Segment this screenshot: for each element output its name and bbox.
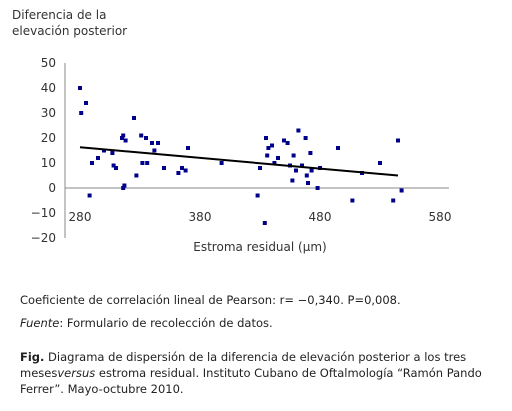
data-point — [264, 136, 268, 140]
data-point — [87, 193, 92, 198]
data-point — [150, 141, 154, 145]
data-point — [350, 198, 355, 203]
data-point — [304, 173, 309, 178]
data-point — [219, 161, 224, 165]
x-tick-label: 380 — [189, 210, 212, 224]
data-point — [291, 153, 296, 158]
y-tick-label: 40 — [41, 81, 56, 95]
data-point — [186, 146, 190, 150]
data-point — [114, 166, 118, 170]
scatter-chart: Diferencia de la elevación posterior 50 4… — [12, 8, 452, 254]
x-tick-label: 280 — [69, 210, 92, 224]
data-point — [391, 198, 396, 203]
data-point — [183, 168, 188, 173]
data-point — [258, 166, 262, 170]
data-point — [306, 181, 310, 185]
data-point — [79, 111, 84, 115]
y-tick-label: 20 — [41, 131, 56, 145]
data-point — [84, 101, 88, 105]
data-point — [90, 161, 94, 165]
figure-text-2: estroma residual. Instituto Cubano de Of… — [20, 366, 482, 396]
data-point — [102, 148, 106, 153]
data-point — [140, 161, 145, 165]
data-points — [78, 86, 404, 225]
data-point — [290, 178, 295, 183]
x-tick-labels: 280 380 480 580 — [69, 210, 452, 224]
data-point — [255, 193, 260, 198]
trend-line — [79, 146, 399, 177]
data-point — [121, 133, 126, 138]
data-point — [111, 163, 116, 168]
data-point — [176, 171, 181, 175]
data-point — [294, 168, 298, 173]
data-point — [336, 146, 340, 150]
data-point — [78, 86, 82, 90]
source-caption: Fuente: Formulario de recolección de dat… — [20, 316, 273, 331]
data-point — [300, 163, 304, 168]
correlation-caption: Coeficiente de correlación lineal de Pea… — [20, 293, 401, 307]
y-tick-label: 10 — [41, 156, 56, 170]
data-point — [285, 141, 290, 145]
data-point — [266, 146, 271, 150]
figure-caption: Fig. Diagrama de dispersión de la difere… — [20, 349, 506, 397]
data-point — [270, 143, 274, 148]
data-point — [378, 161, 382, 165]
y-tick-label: 0 — [48, 181, 56, 195]
y-tick-label: −20 — [31, 231, 56, 245]
figure-label: Fig. — [20, 350, 45, 364]
data-point — [303, 136, 308, 140]
data-point — [132, 116, 136, 120]
data-point — [308, 151, 313, 155]
data-point — [399, 188, 404, 193]
data-point — [134, 173, 139, 178]
y-axis-title-line1: Diferencia de la — [12, 8, 106, 22]
data-point — [265, 153, 270, 158]
source-text: : Formulario de recolección de datos. — [59, 316, 273, 330]
y-axis-title-line2: elevación posterior — [12, 24, 127, 38]
data-point — [296, 128, 301, 133]
data-point — [110, 151, 115, 155]
data-point — [122, 183, 127, 188]
data-point — [123, 138, 128, 143]
figure-versus: versus — [57, 366, 96, 380]
data-point — [144, 136, 148, 140]
y-tick-label: −10 — [31, 206, 56, 220]
data-point — [139, 133, 144, 138]
figure-text-1: Diagrama de dispersión de la diferencia … — [20, 350, 467, 380]
data-point — [262, 221, 267, 225]
data-point — [272, 161, 277, 165]
y-tick-label: 50 — [41, 56, 56, 70]
x-axis-title: Estroma residual (µm) — [193, 240, 326, 254]
x-tick-label: 480 — [309, 210, 332, 224]
source-label: Fuente — [20, 316, 60, 330]
data-point — [162, 166, 166, 170]
x-tick-label: 580 — [429, 210, 452, 224]
data-point — [121, 186, 126, 190]
data-point — [315, 186, 320, 190]
data-point — [180, 166, 184, 170]
data-point — [156, 141, 160, 145]
data-point — [96, 156, 100, 160]
data-point — [145, 161, 150, 165]
data-point — [282, 138, 286, 143]
data-point — [396, 138, 400, 143]
y-tick-label: 30 — [41, 106, 56, 120]
data-point — [276, 156, 280, 160]
y-tick-labels: 50 40 30 20 10 0 −10 −20 — [31, 56, 56, 245]
data-point — [309, 168, 314, 173]
data-point — [120, 136, 124, 140]
data-point — [152, 148, 157, 153]
